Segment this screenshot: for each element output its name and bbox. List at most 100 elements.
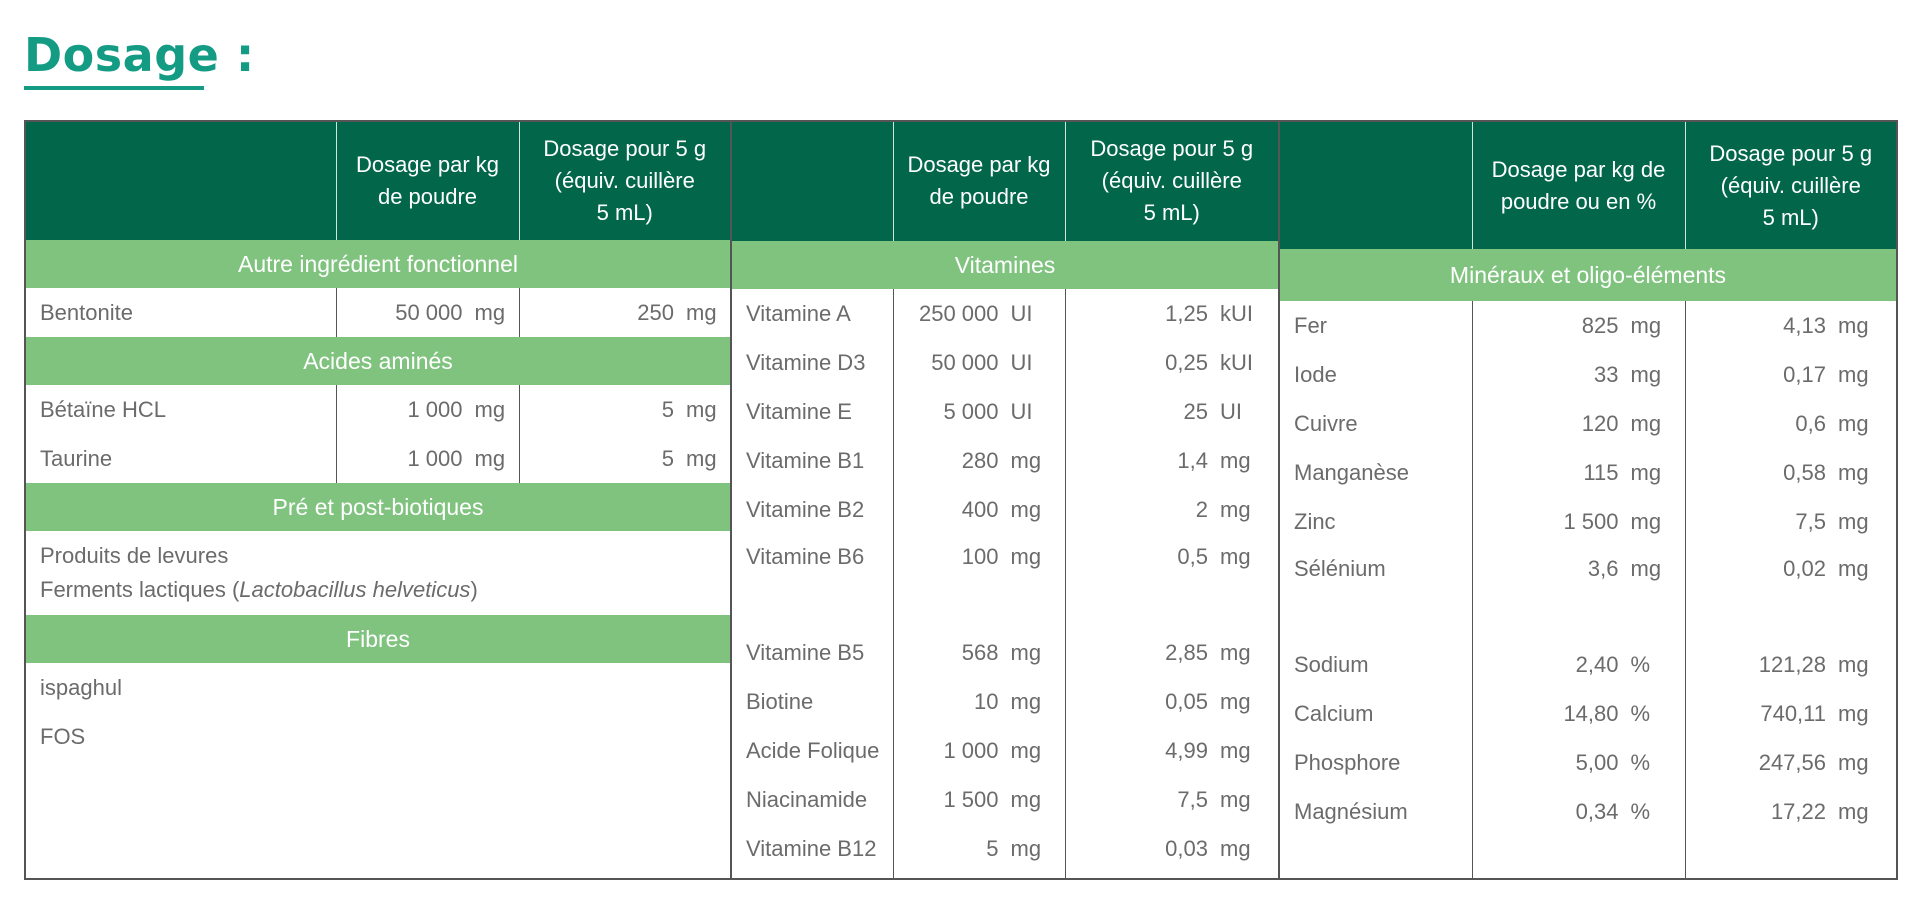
ingredient-name: Vitamine B1 — [746, 447, 865, 473]
table-row: Vitamine B1 280 mg 1,4 mg — [732, 436, 1278, 486]
table-row: Sélénium 3,6 mg 0,02 mg — [1280, 546, 1896, 641]
ingredient-name: Bétaïne HCL — [40, 396, 166, 422]
header-per-5g: Dosage pour 5 g (équiv. cuillère 5 mL) — [519, 122, 730, 240]
section-pre-post-biotiques: Pré et post-biotiques — [26, 483, 730, 531]
dose-per-5g: 5 mg — [518, 385, 730, 434]
dose-per-5g: 17,22 mg — [1684, 787, 1896, 837]
ingredient-name: ispaghul — [40, 674, 122, 700]
empty-fill — [732, 873, 893, 878]
dose-per-5g: 7,5 mg — [1684, 497, 1896, 547]
table-row: Niacinamide 1 500 mg 7,5 mg — [732, 775, 1278, 825]
dose-per-kg: 1 000 mg — [335, 385, 519, 434]
empty-fill — [1064, 873, 1278, 878]
table-row: Vitamine B5 568 mg 2,85 mg — [732, 628, 1278, 678]
dose-per-kg: 115 mg — [1471, 448, 1685, 498]
table-row: Calcium 14,80% 740,11 mg — [1280, 689, 1896, 739]
ingredient-name: Vitamine A — [746, 300, 851, 326]
table-row: Vitamine D3 50 000 UI 0,25 kUI — [732, 338, 1278, 388]
dose-per-kg: 1 000 mg — [335, 434, 519, 483]
vitamins-table: Dosage par kg de poudre Dosage pour 5 g … — [730, 120, 1280, 880]
table-row: ispaghul — [26, 663, 730, 712]
dose-per-5g: 0,05 mg — [1064, 677, 1278, 727]
dose-per-5g: 7,5 mg — [1064, 775, 1278, 825]
table-row: Vitamine A 250 000 UI 1,25 kUI — [732, 289, 1278, 339]
dose-per-kg: 1 000 mg — [892, 726, 1065, 776]
other-ingredients-table: Dosage par kg de poudre Dosage pour 5 g … — [24, 120, 732, 880]
header-per-kg: Dosage par kg de poudre — [336, 122, 520, 240]
ingredient-levures: Produits de levures — [40, 543, 229, 568]
table-row: Vitamine E 5 000 UI 25 UI — [732, 387, 1278, 437]
ingredient-name: Calcium — [1294, 700, 1374, 726]
ingredient-name: FOS — [40, 723, 86, 749]
table-row: Vitamine B2 400 mg 2 mg — [732, 485, 1278, 535]
header-empty — [1280, 122, 1473, 250]
dose-per-kg: 0,34% — [1471, 787, 1685, 837]
dose-per-5g: 0,6 mg — [1684, 399, 1896, 449]
empty-fill — [892, 873, 1065, 878]
ingredient-name: Vitamine B12 — [746, 835, 877, 861]
dose-per-5g: 1,4 mg — [1064, 436, 1278, 486]
dose-per-5g: 0,02 mg — [1684, 546, 1896, 641]
dose-per-kg: 1 500 mg — [1471, 497, 1685, 547]
table-row: Sodium 2,40% 121,28 mg — [1280, 640, 1896, 690]
dose-per-kg: 5,00% — [1471, 738, 1685, 788]
ingredient-name: Vitamine B5 — [746, 639, 865, 665]
dose-per-5g: 0,17 mg — [1684, 350, 1896, 400]
dose-per-5g: 247,56 mg — [1684, 738, 1896, 788]
dose-per-5g: 740,11 mg — [1684, 689, 1896, 739]
section-mineraux: Minéraux et oligo-éléments — [1280, 249, 1896, 302]
dose-per-5g: 1,25 kUI — [1064, 289, 1278, 339]
table-row: Produits de levures Ferments lactiques (… — [26, 531, 730, 615]
empty-fill — [26, 761, 730, 878]
dose-per-5g: 25 UI — [1064, 387, 1278, 437]
dose-per-5g: 2,85 mg — [1064, 628, 1278, 678]
dose-per-kg: 280 mg — [892, 436, 1065, 486]
dose-per-kg: 568 mg — [892, 628, 1065, 678]
header-per-5g: Dosage pour 5 g (équiv. cuillère 5 mL) — [1685, 122, 1896, 250]
table-row: FOS — [26, 712, 730, 761]
dose-per-kg: 1 500 mg — [892, 775, 1065, 825]
dose-per-5g: 0,25 kUI — [1064, 338, 1278, 388]
table-row: Acide Folique 1 000 mg 4,99 mg — [732, 726, 1278, 776]
dose-per-kg: 50 000 mg — [335, 288, 519, 337]
ingredient-name: Zinc — [1294, 508, 1336, 534]
table-row: Bentonite 50 000 mg 250 mg — [26, 288, 730, 337]
dose-per-5g: 0,58 mg — [1684, 448, 1896, 498]
dose-per-kg: 10 mg — [892, 677, 1065, 727]
table-row: Vitamine B12 5 mg 0,03 mg — [732, 824, 1278, 874]
header-per-kg-pct: Dosage par kg de poudre ou en % — [1472, 122, 1686, 250]
table-row: Iode 33 mg 0,17 mg — [1280, 350, 1896, 400]
dose-per-kg: 120 mg — [1471, 399, 1685, 449]
dose-per-kg: 100 mg — [892, 534, 1065, 629]
dose-per-kg: 14,80% — [1471, 689, 1685, 739]
ingredient-name: Manganèse — [1294, 459, 1409, 485]
ingredient-ferments: Ferments lactiques (Lactobacillus helvet… — [40, 577, 478, 602]
page-title: Dosage : — [24, 28, 255, 82]
empty-fill — [1280, 836, 1472, 878]
table-row: Bétaïne HCL 1 000 mg 5 mg — [26, 385, 730, 434]
ingredient-name: Magnésium — [1294, 798, 1408, 824]
table-row: Phosphore 5,00% 247,56 mg — [1280, 738, 1896, 788]
ingredient-name: Vitamine B6 — [746, 544, 865, 570]
dose-per-kg: 3,6 mg — [1471, 546, 1685, 641]
section-acides-amines: Acides aminés — [26, 337, 730, 385]
minerals-table: Dosage par kg de poudre ou en % Dosage p… — [1278, 120, 1898, 880]
ingredient-name: Vitamine B2 — [746, 496, 865, 522]
table-row: Magnésium 0,34% 17,22 mg — [1280, 787, 1896, 837]
dose-per-kg: 5 mg — [892, 824, 1065, 874]
dose-per-kg: 825 mg — [1471, 301, 1685, 351]
ingredient-name: Iode — [1294, 361, 1337, 387]
table-row: Biotine 10 mg 0,05 mg — [732, 677, 1278, 727]
header-empty — [732, 122, 894, 241]
table-row: Vitamine B6 100 mg 0,5 mg — [732, 534, 1278, 629]
ingredient-name: Acide Folique — [746, 737, 880, 763]
ingredient-name: Biotine — [746, 688, 814, 714]
header-empty — [26, 122, 337, 240]
ingredient-name: Vitamine E — [746, 398, 852, 424]
ingredient-name: Phosphore — [1294, 749, 1401, 775]
ingredient-name: Sélénium — [1294, 556, 1386, 582]
dose-per-kg: 400 mg — [892, 485, 1065, 535]
table-row: Zinc 1 500 mg 7,5 mg — [1280, 497, 1896, 547]
ingredient-name: Bentonite — [40, 299, 133, 325]
table-row: Manganèse 115 mg 0,58 mg — [1280, 448, 1896, 498]
